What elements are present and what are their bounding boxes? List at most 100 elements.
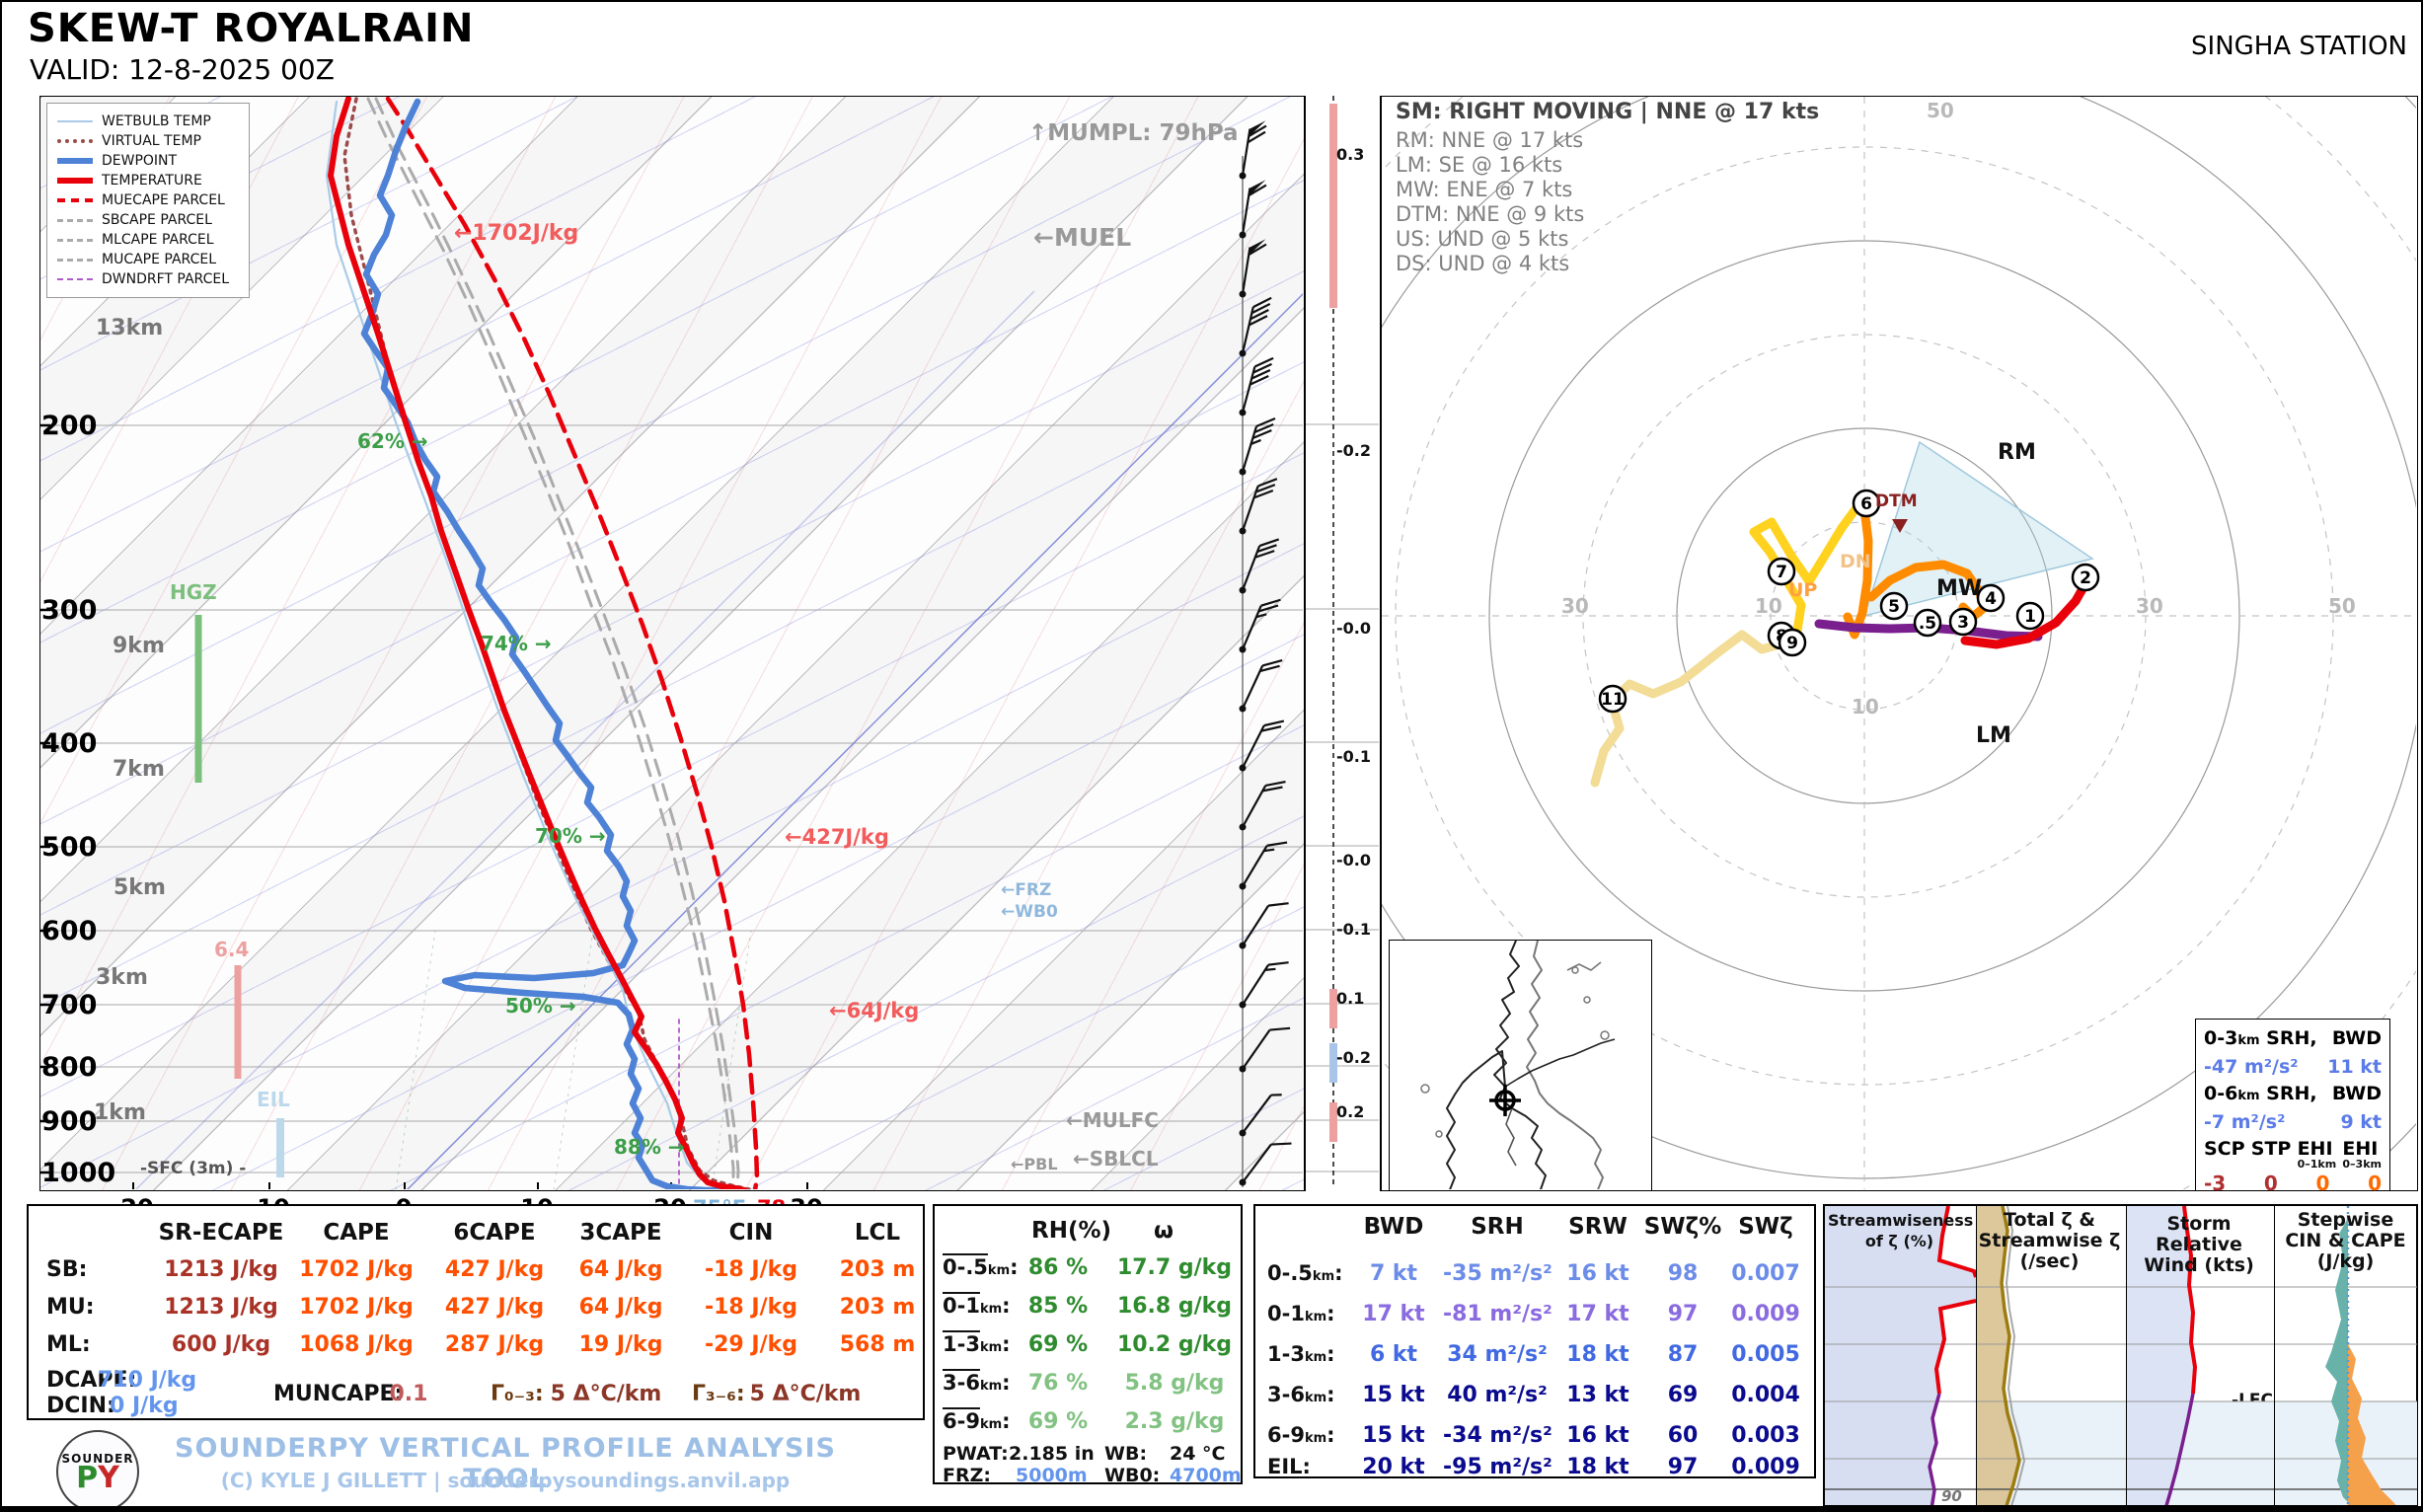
- streamwiseness-fill: [1825, 1206, 1976, 1505]
- panel1-title: Streamwiseness of ζ (%): [1828, 1211, 1974, 1250]
- srh-value-row: -7 m²/s² 9 kt: [2204, 1111, 2382, 1133]
- height-label: 1km: [94, 1100, 146, 1125]
- chart-shape: [1260, 598, 1281, 607]
- storm-motion-line: US: UND @ 5 kts: [1396, 227, 1569, 251]
- chart-shape: [1253, 356, 1274, 368]
- wind-barb-icon: [1239, 841, 1288, 890]
- chart-shape: [1258, 538, 1280, 548]
- virtual-temp-line-icon: [57, 139, 93, 143]
- srw-fill: [2127, 1206, 2195, 1505]
- chart-shape: [1242, 1143, 1272, 1183]
- storm-motion-line: MW: ENE @ 7 kts: [1396, 178, 1573, 201]
- muecape-line-icon: [57, 198, 93, 202]
- chart-shape: [1251, 428, 1272, 439]
- page-title: SKEW-T ROYALRAIN: [28, 6, 475, 51]
- chart-shape: [1242, 905, 1270, 946]
- mlcape-parcel-curve: [374, 97, 740, 1189]
- mucape-line-icon: [57, 258, 93, 262]
- hgz-label: HGZ: [170, 580, 217, 604]
- location-map: [1389, 940, 1652, 1193]
- skewt-plot: [40, 97, 1303, 1189]
- height-marker-label: 9: [1786, 634, 1798, 653]
- height-marker: [1767, 557, 1796, 586]
- chart-shape: [1262, 786, 1283, 793]
- wetbulb-line-icon: [57, 120, 93, 122]
- pressure-label: 700: [41, 990, 98, 1021]
- hodograph-plot: .512345678911: [1382, 97, 2417, 1190]
- rh-label: 88% →: [614, 1135, 685, 1159]
- map-island: [1600, 1030, 1610, 1040]
- storm-motion-block: SM: RIGHT MOVING | NNE @ 17 kts RM: NNE …: [1396, 100, 1820, 276]
- omega-tick: 0.1: [1336, 989, 1365, 1008]
- skewt-panel: [39, 96, 1305, 1191]
- legend-item: WETBULB TEMP: [57, 112, 239, 131]
- legend-item: VIRTUAL TEMP: [57, 131, 239, 151]
- wind-barb-icon: [1239, 961, 1289, 1009]
- chart-shape: [1264, 967, 1276, 971]
- map-island: [1420, 1084, 1430, 1094]
- hodo-6-9km: [1749, 497, 1865, 647]
- wind-barb-icon: [1239, 902, 1289, 949]
- chart-shape: [1255, 484, 1276, 493]
- streamwiseness-red: [1936, 1206, 1976, 1278]
- height-label: 5km: [114, 875, 166, 900]
- rm-label: RM: [1998, 440, 2036, 465]
- panel3-title: Storm Relative Wind (kts): [2144, 1213, 2254, 1276]
- map-boundary: [1504, 1038, 1616, 1088]
- dewpoint-line-icon: [57, 158, 93, 164]
- storm-motion-line: LM: SE @ 16 kts: [1396, 153, 1563, 177]
- omega-tick: -0.2: [1336, 1048, 1371, 1067]
- map-boundary: [1493, 940, 1547, 1193]
- chart-shape: [1270, 1094, 1282, 1096]
- chart-shape: [1257, 478, 1278, 488]
- omega-bar: [1329, 1102, 1337, 1142]
- srh-value-row: -47 m²/s² 11 kt: [2204, 1056, 2382, 1078]
- dwndrft-line-icon: [57, 278, 93, 280]
- height-marker-label: .5: [1919, 614, 1936, 634]
- rh-label: 70% →: [535, 824, 606, 848]
- up-label: UP: [1788, 579, 1818, 601]
- chart-shape: [1255, 613, 1267, 619]
- skewt-legend: WETBULB TEMP VIRTUAL TEMP DEWPOINT TEMPE…: [46, 103, 250, 298]
- chart-shape: [1257, 604, 1279, 613]
- pressure-label: 400: [41, 728, 98, 759]
- omega-plot: [1306, 96, 1379, 1188]
- srw-plot: 20 30 40 -LFC -LCL: [2126, 1206, 2275, 1505]
- srw-purple: [2164, 1393, 2195, 1505]
- height-label: 3km: [96, 965, 148, 990]
- chart-shape: [1255, 416, 1276, 428]
- srh-header-row: 0-3km SRH, BWD: [2204, 1027, 2382, 1049]
- eil-label: EIL: [257, 1088, 290, 1111]
- streamwise-zeta-line: [2000, 1206, 2021, 1505]
- pbl-label: ←PBL: [1011, 1155, 1058, 1173]
- chart-shape: [1247, 130, 1266, 144]
- wind-barb-icon: [1239, 180, 1267, 239]
- isotherm-highlight: [134, 290, 1035, 1189]
- height-marker: [2071, 563, 2100, 592]
- storm-motion-line: DTM: NNE @ 9 kts: [1396, 202, 1585, 226]
- streamwiseness-plot: 50 70 90 2 km 1.5 km 1 km .5 km: [1825, 1206, 1976, 1505]
- omega-tick: 0.2: [1336, 1102, 1365, 1121]
- pressure-label: 1000: [41, 1158, 116, 1188]
- chart-shape: [1253, 422, 1274, 433]
- height-marker-label: 6: [1860, 494, 1872, 514]
- chart-shape: [1252, 362, 1272, 374]
- chart-shape: [1261, 659, 1283, 667]
- indices-value-row: -3 0 0 0: [2204, 1172, 2382, 1195]
- cape-fill: [2348, 1344, 2396, 1505]
- sfc-label: -SFC (3m) -: [140, 1159, 247, 1178]
- chart-shape: [1241, 306, 1254, 354]
- ring-label: 30: [1561, 594, 1589, 618]
- storm-motion-main: SM: RIGHT MOVING | NNE @ 17 kts: [1396, 100, 1820, 124]
- chart-shape: [1254, 550, 1275, 559]
- wetbulb-curve: [325, 100, 743, 1189]
- wind-barb-icon: [1239, 598, 1281, 653]
- chart-shape: [1249, 315, 1268, 327]
- map-drawing: [1420, 940, 1616, 1193]
- wind-barb-icon: [1239, 296, 1272, 357]
- chart-shape: [1249, 375, 1269, 386]
- legend-item: MUCAPE PARCEL: [57, 250, 239, 269]
- chart-shape: [1268, 961, 1289, 966]
- chart-shape: [1250, 438, 1261, 445]
- profile-panels: 50 70 90 2 km 1.5 km 1 km .5 km .01 .03 …: [1823, 1204, 2418, 1507]
